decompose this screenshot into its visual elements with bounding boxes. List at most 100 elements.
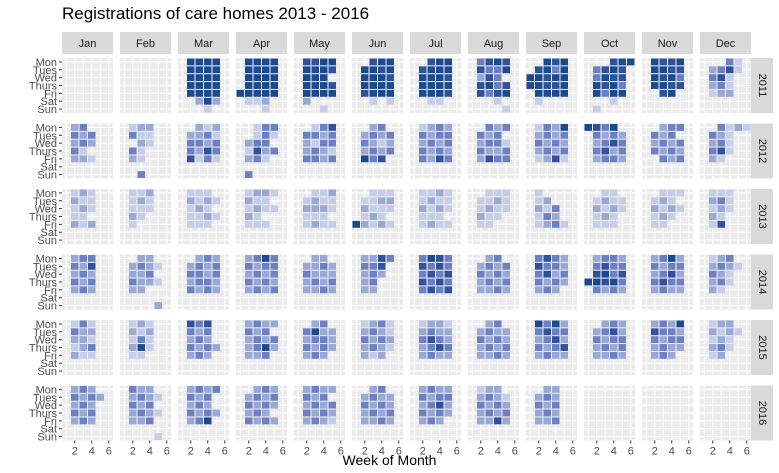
heat-cell	[270, 124, 278, 131]
month-strip-label: Aug	[484, 38, 504, 50]
heat-cell	[88, 336, 96, 344]
chart-title: Registrations of care homes 2013 - 2016	[62, 4, 370, 23]
month-strip-nov	[642, 32, 693, 54]
heat-cell	[485, 189, 493, 197]
heat-cell	[378, 220, 386, 228]
heat-cell	[187, 82, 195, 89]
heat-cell	[552, 205, 560, 213]
heat-cell	[709, 155, 717, 163]
heat-cell	[328, 131, 336, 139]
heat-cell	[311, 286, 319, 294]
heat-cell	[668, 124, 676, 131]
heat-cell	[535, 417, 543, 425]
panel-2011-may	[294, 58, 345, 113]
panel-2011-aug	[468, 58, 519, 113]
heat-cell	[245, 171, 253, 178]
heat-cell	[502, 189, 510, 197]
heat-cell	[444, 344, 452, 351]
heat-cell	[676, 344, 684, 351]
panel-2012-apr	[236, 123, 287, 179]
heat-cell	[726, 255, 734, 262]
heat-cell	[593, 278, 601, 286]
heat-cell	[245, 401, 253, 409]
x-tick-label: 2	[304, 446, 310, 458]
heat-cell	[369, 262, 377, 270]
heat-cell	[427, 58, 435, 66]
y-tick-label: Wed	[35, 335, 57, 347]
heat-cell	[137, 189, 145, 197]
heat-cell	[502, 155, 510, 163]
heat-cell	[552, 147, 560, 155]
heat-cell	[593, 82, 601, 89]
panel-2014-oct	[584, 254, 635, 310]
heat-cell	[129, 262, 137, 270]
heat-cell	[303, 393, 311, 401]
heat-cell	[328, 82, 336, 89]
heat-cell	[552, 58, 560, 66]
heat-cell	[477, 155, 485, 163]
heat-cell	[79, 278, 87, 286]
heat-cell	[386, 328, 394, 336]
heat-cell	[436, 82, 444, 89]
heat-cell	[369, 205, 377, 213]
heat-cell	[593, 89, 601, 97]
heat-cell	[245, 320, 253, 328]
heat-cell	[71, 336, 79, 344]
heat-cell	[88, 409, 96, 417]
heat-cell	[610, 155, 618, 163]
heat-cell	[659, 189, 667, 197]
panel-2011-jul	[410, 58, 461, 113]
x-tick-label: 2	[362, 446, 368, 458]
heat-cell	[187, 320, 195, 328]
heat-cell	[137, 401, 145, 409]
heat-cell	[494, 124, 502, 131]
heat-cell	[146, 197, 154, 205]
heat-cell	[311, 417, 319, 425]
heat-cell	[427, 189, 435, 197]
heat-cell	[717, 82, 725, 89]
heat-cell	[485, 286, 493, 294]
heat-cell	[378, 124, 386, 131]
year-strip-label: 2011	[756, 74, 768, 98]
heat-cell	[361, 417, 369, 425]
heat-cell	[444, 270, 452, 278]
heat-cell	[477, 336, 485, 344]
heat-cell	[427, 393, 435, 401]
heat-cell	[651, 66, 659, 74]
panel-2014-dec	[700, 254, 751, 310]
heat-cell	[477, 328, 485, 336]
heat-cell	[303, 66, 311, 74]
heat-cell	[659, 328, 667, 336]
heat-cell	[137, 417, 145, 425]
x-tick-label: 2	[710, 446, 716, 458]
heat-cell	[659, 270, 667, 278]
heat-cell	[320, 197, 328, 205]
panel-2015-jun	[352, 320, 403, 375]
heat-cell	[71, 417, 79, 425]
y-tick-label: Fri	[44, 154, 57, 166]
heat-cell	[262, 328, 270, 336]
panel-2014-sep	[526, 254, 577, 310]
heat-cell	[369, 213, 377, 220]
heat-cell	[137, 147, 145, 155]
heat-cell	[88, 197, 96, 205]
heat-cell	[419, 139, 427, 147]
heat-cell	[361, 270, 369, 278]
heat-cell	[668, 197, 676, 205]
heat-cell	[427, 336, 435, 344]
month-strip-jun	[352, 32, 403, 54]
heat-cell	[485, 139, 493, 147]
heat-cell	[204, 417, 212, 425]
heat-cell	[270, 386, 278, 393]
heat-cell	[651, 344, 659, 351]
heat-cell	[610, 213, 618, 220]
heat-cell	[676, 74, 684, 82]
heat-cell	[726, 147, 734, 155]
heat-cell	[253, 417, 261, 425]
heat-cell	[535, 213, 543, 220]
heat-cell	[618, 147, 626, 155]
heat-cell	[427, 124, 435, 131]
y-tick-label: Sat	[40, 162, 57, 174]
heat-cell	[320, 74, 328, 82]
